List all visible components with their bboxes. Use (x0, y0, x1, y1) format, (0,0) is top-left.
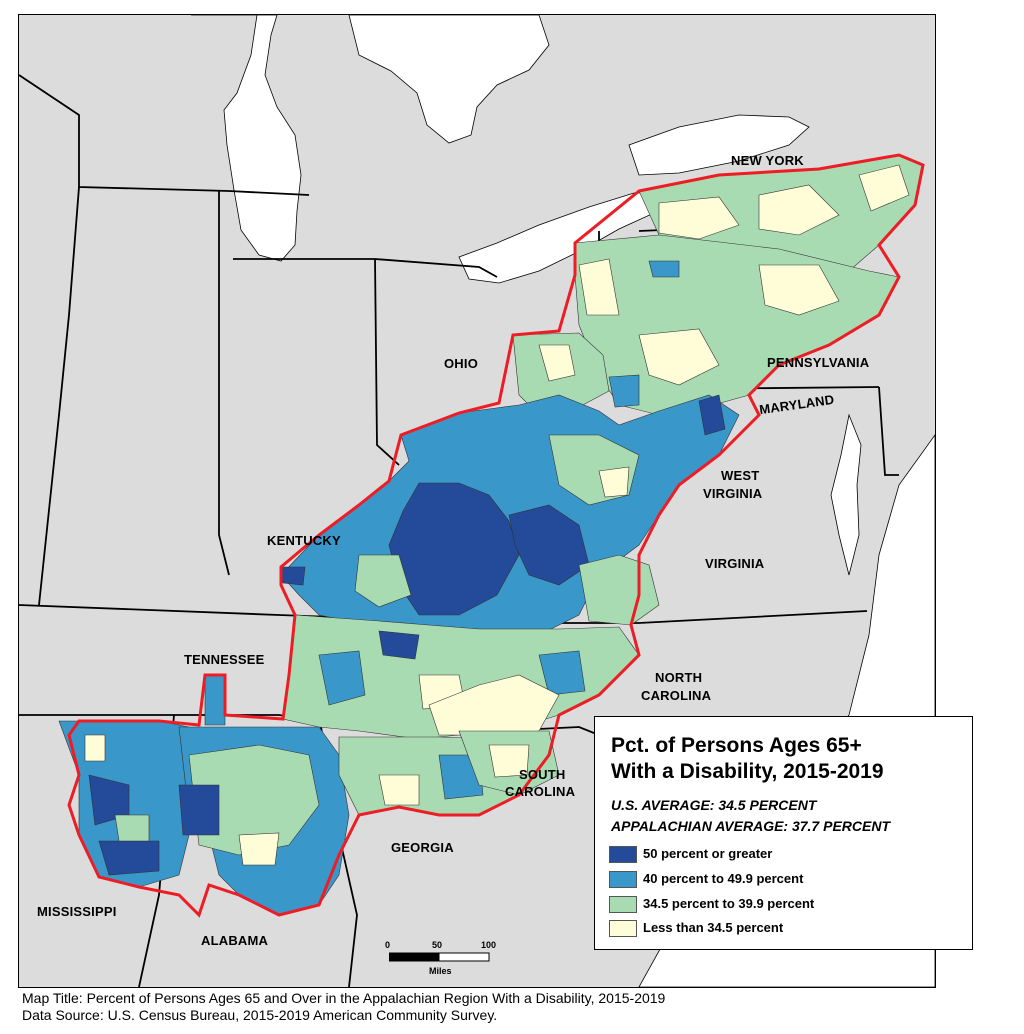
lake-ontario (628, 114, 810, 176)
label-mississippi: MISSISSIPPI (37, 904, 117, 919)
legend: Pct. of Persons Ages 65+ With a Disabili… (594, 716, 973, 950)
appalachian-average: APPALACHIAN AVERAGE: 37.7 PERCENT (611, 818, 891, 834)
legend-label: 40 percent to 49.9 percent (643, 871, 804, 886)
label-georgia: GEORGIA (391, 840, 454, 855)
map-canvas (19, 15, 935, 987)
label-ohio: OHIO (444, 356, 479, 371)
appalachian-region-outline (67, 153, 925, 918)
legend-label: 34.5 percent to 39.9 percent (643, 896, 815, 911)
scale-bar: 0 50 100 Miles (385, 940, 497, 980)
label-pennsylvania: PENNSYLVANIA (767, 355, 870, 370)
lake-huron (348, 15, 550, 144)
legend-title-line1: Pct. of Persons Ages 65+ (611, 734, 862, 757)
label-tennessee: TENNESSEE (184, 652, 265, 667)
label-kentucky: KENTUCKY (267, 533, 341, 548)
label-north-carolina-line2: CAROLINA (641, 688, 712, 703)
legend-title-line2: With a Disability, 2015-2019 (611, 760, 884, 783)
chesapeake-bay (830, 413, 862, 576)
label-north-carolina-line1: NORTH (655, 670, 703, 685)
footer-map-title: Map Title: Percent of Persons Ages 65 an… (22, 990, 666, 1006)
lake-michigan (191, 15, 302, 262)
footer: Map Title: Percent of Persons Ages 65 an… (22, 990, 665, 1024)
legend-title: Pct. of Persons Ages 65+ With a Disabili… (611, 733, 884, 785)
legend-swatch-40-49 (609, 871, 637, 888)
scale-bar-graphic (389, 952, 490, 962)
scale-tick-100: 100 (481, 940, 497, 950)
legend-label: Less than 34.5 percent (643, 920, 784, 935)
label-new-york: NEW YORK (731, 153, 804, 168)
footer-data-source: Data Source: U.S. Census Bureau, 2015-20… (22, 1007, 498, 1023)
scale-unit: Miles (429, 966, 452, 976)
label-west-virginia-line2: VIRGINIA (703, 486, 763, 501)
appalachian-counties (58, 154, 924, 916)
legend-swatch-50-plus (609, 846, 637, 863)
label-west-virginia-line1: WEST (721, 468, 760, 483)
us-average: U.S. AVERAGE: 34.5 PERCENT (611, 797, 817, 813)
legend-swatch-below-34 (609, 920, 637, 937)
legend-label: 50 percent or greater (643, 846, 773, 861)
scale-tick-50: 50 (432, 940, 443, 950)
scale-tick-0: 0 (385, 940, 391, 950)
label-alabama: ALABAMA (201, 933, 269, 948)
label-south-carolina-line1: SOUTH (519, 767, 566, 782)
label-south-carolina-line2: CAROLINA (505, 784, 576, 799)
legend-swatch-34-39 (609, 896, 637, 913)
label-virginia: VIRGINIA (705, 556, 765, 571)
map-frame: NEW YORK PENNSYLVANIA OHIO MARYLAND WEST… (18, 14, 936, 988)
